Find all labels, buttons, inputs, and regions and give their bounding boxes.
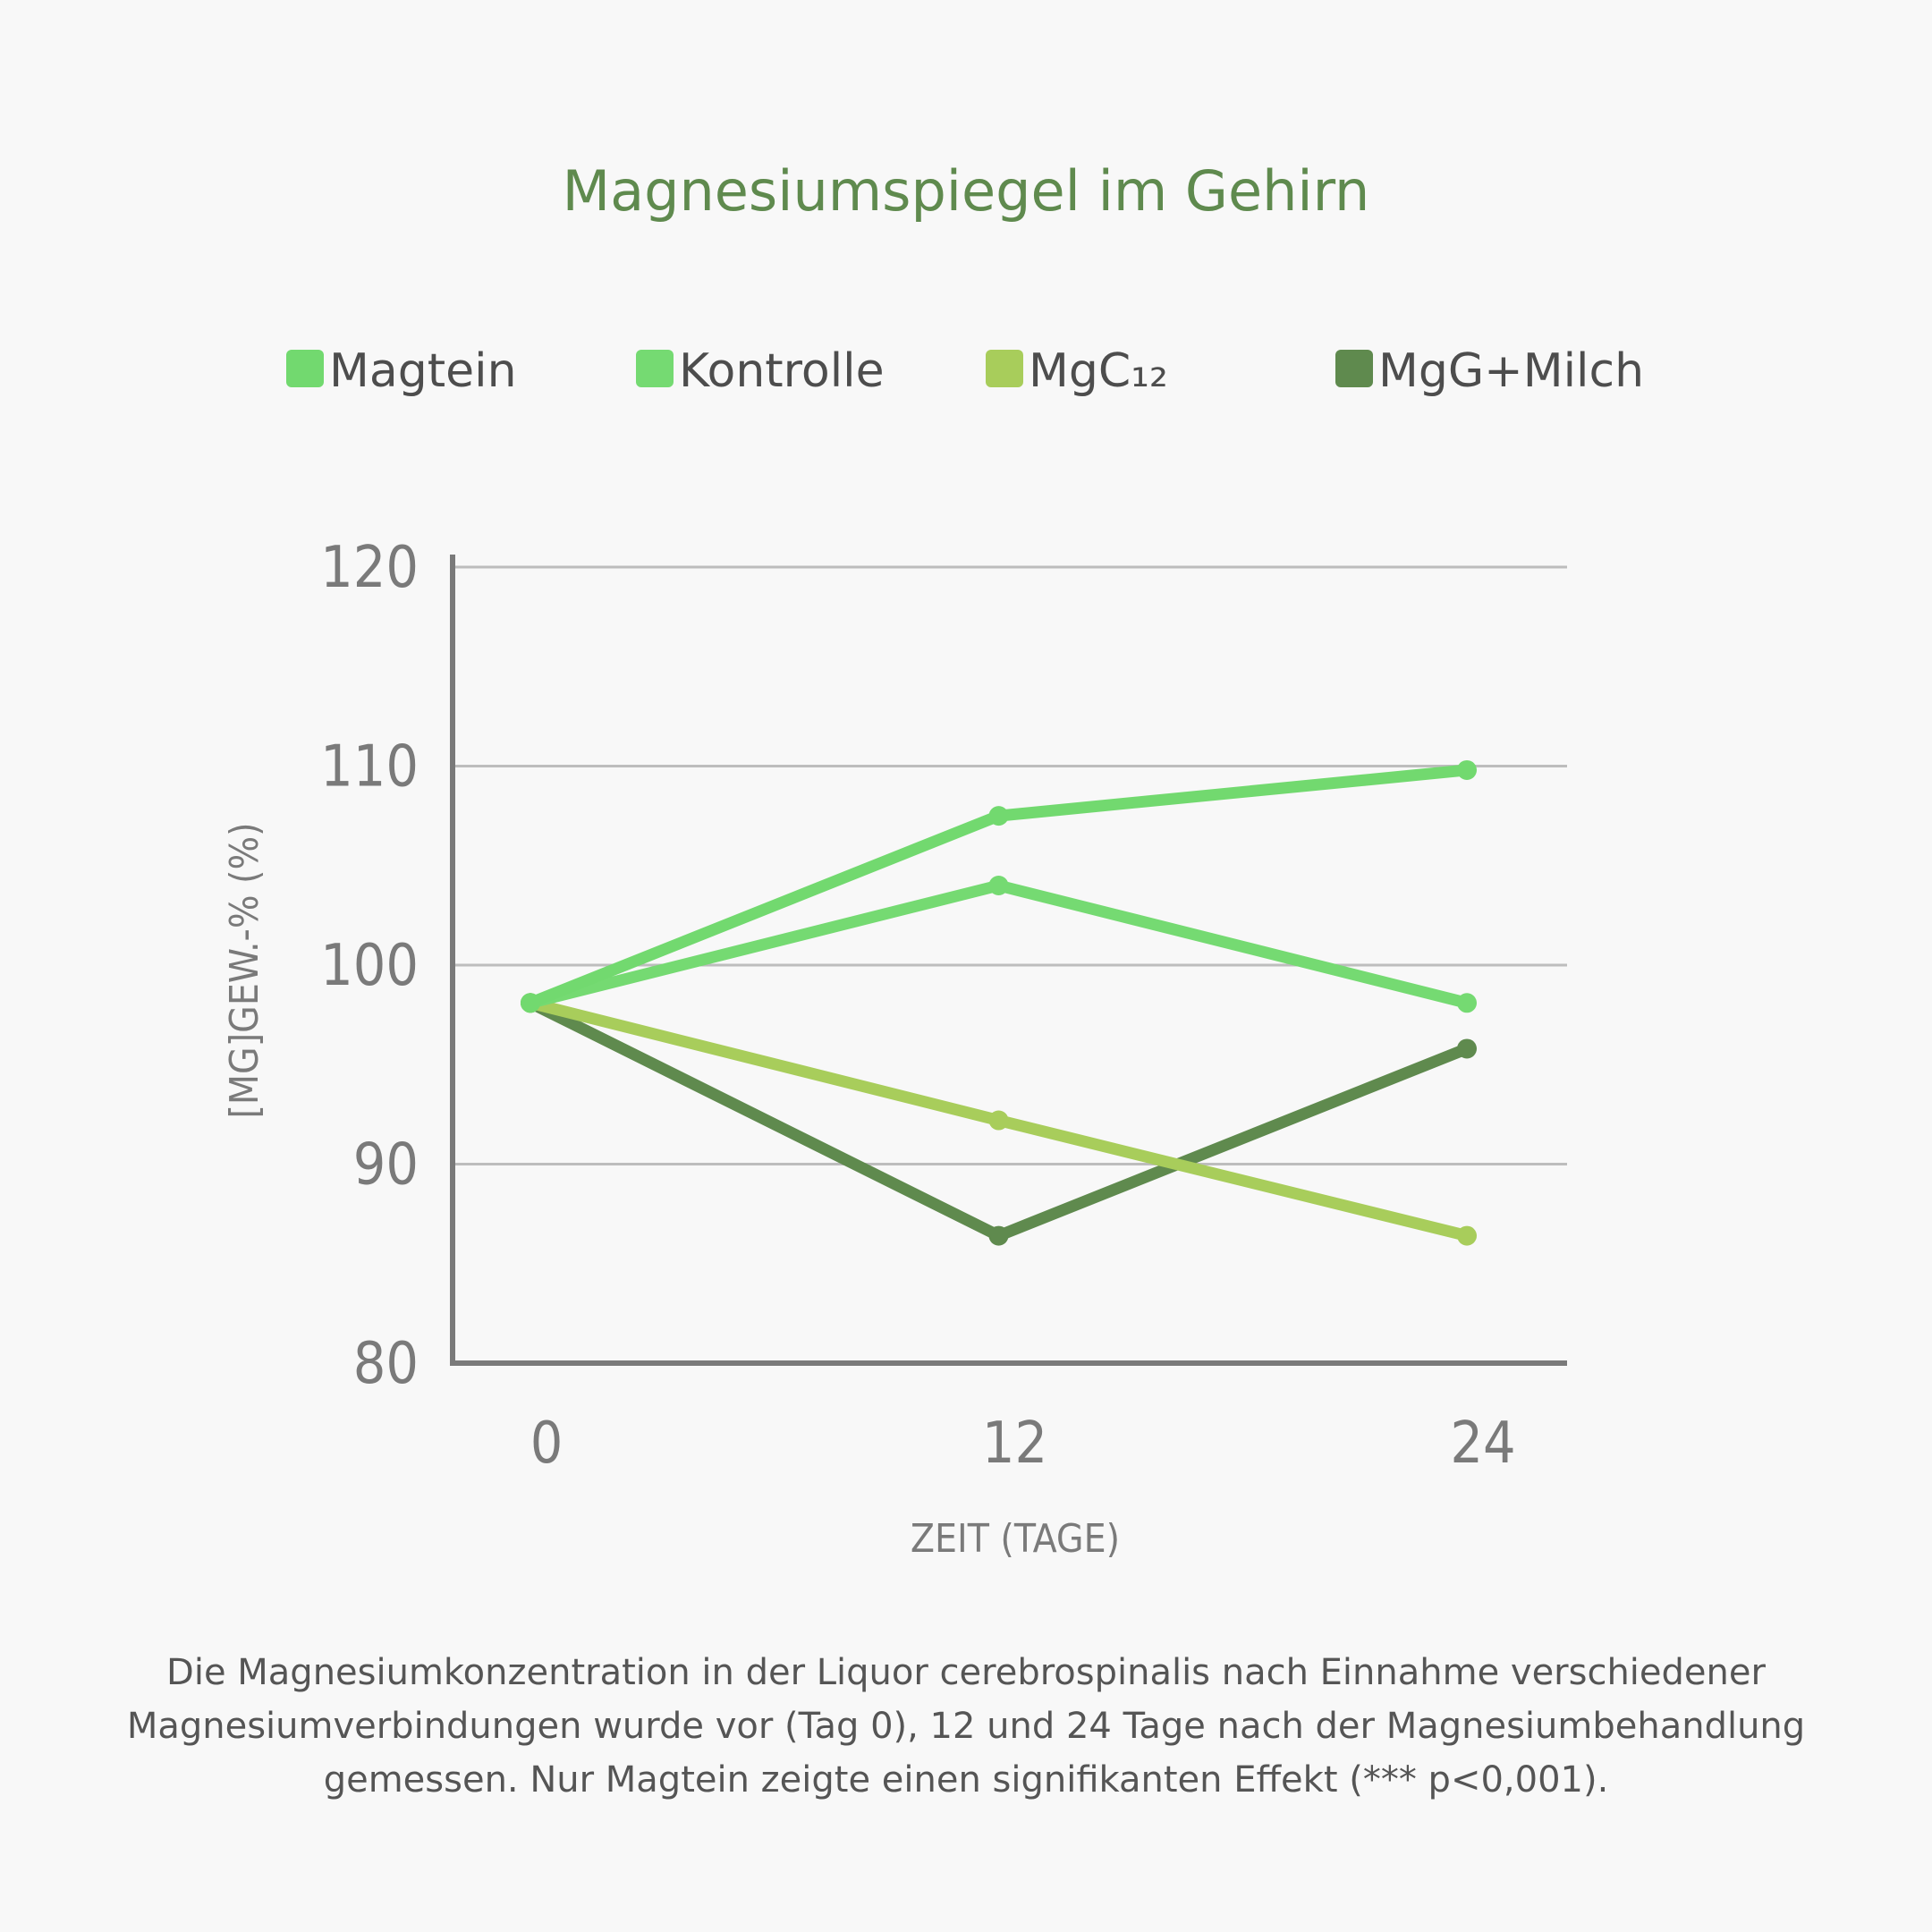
data-point — [1457, 759, 1477, 780]
legend-swatch — [986, 350, 1023, 387]
y-tick-label: 90 — [353, 1132, 419, 1199]
y-tick-label: 110 — [320, 734, 419, 801]
series-2 — [521, 993, 1477, 1246]
x-tick-label: 0 — [530, 1411, 564, 1477]
legend-item: Kontrolle — [636, 344, 885, 398]
x-tick-label: 24 — [1450, 1411, 1515, 1477]
x-tick-label: 12 — [982, 1411, 1047, 1477]
data-point — [1457, 1038, 1477, 1059]
legend-swatch — [1335, 350, 1373, 387]
legend-item: MgG+Milch — [1335, 344, 1644, 398]
legend: Magtein Kontrolle MgC₁₂ MgG+Milch — [286, 344, 1644, 398]
y-axis-title: [MG]GEW.-% (%) — [222, 822, 267, 1118]
data-point — [988, 1225, 1009, 1246]
data-point — [988, 806, 1009, 826]
legend-label: Magtein — [329, 344, 517, 398]
caption: Die Magnesiumkonzentration in der Liquor… — [126, 1652, 1806, 1801]
data-point — [521, 993, 540, 1013]
y-tick-label: 120 — [320, 535, 419, 601]
legend-label: Kontrolle — [679, 344, 885, 398]
legend-item: MgC₁₂ — [986, 344, 1168, 398]
data-point — [1457, 1225, 1477, 1246]
legend-label: MgC₁₂ — [1029, 344, 1168, 398]
x-tick-labels: 0 12 24 — [530, 1411, 1516, 1477]
legend-swatch — [636, 350, 674, 387]
chart-title: Magnesiumspiegel im Gehirn — [563, 158, 1370, 224]
legend-item: Magtein — [286, 344, 517, 398]
y-tick-labels: 80 90 100 110 120 — [320, 535, 419, 1397]
data-point — [988, 876, 1009, 895]
legend-swatch — [286, 350, 324, 387]
legend-label: MgG+Milch — [1378, 344, 1644, 398]
y-tick-label: 80 — [353, 1331, 419, 1397]
data-point — [988, 1110, 1009, 1131]
data-point — [1457, 993, 1477, 1013]
x-axis-title: ZEIT (TAGE) — [911, 1516, 1120, 1562]
series-lines — [521, 759, 1477, 1246]
series-0 — [521, 759, 1477, 1013]
y-tick-label: 100 — [320, 933, 419, 999]
